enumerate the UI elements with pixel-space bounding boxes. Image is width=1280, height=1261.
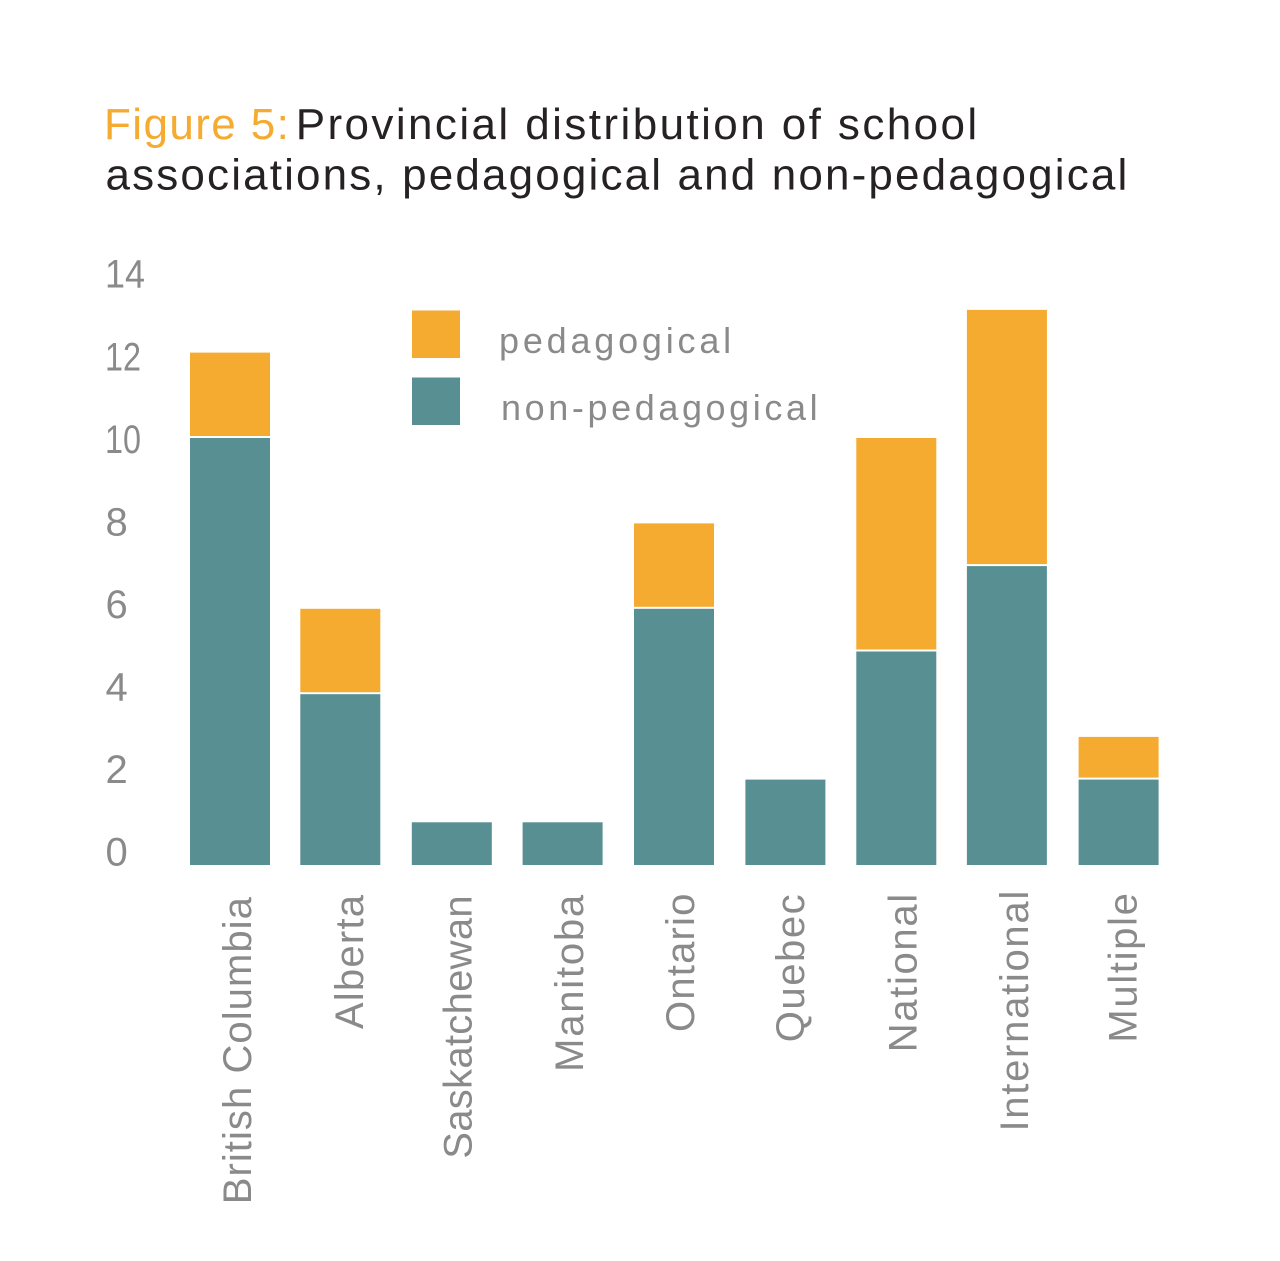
svg-text:non-pedagogical: non-pedagogical xyxy=(501,387,821,428)
svg-text:International: International xyxy=(993,889,1037,1132)
svg-text:associations, pedagogical and: associations, pedagogical and non-pedago… xyxy=(106,151,1130,200)
svg-text:British Columbia: British Columbia xyxy=(216,896,260,1204)
svg-text:Ontario: Ontario xyxy=(659,892,703,1032)
svg-text:Manitoba: Manitoba xyxy=(548,893,592,1072)
svg-text:2: 2 xyxy=(106,748,128,792)
svg-text:0: 0 xyxy=(106,831,128,875)
svg-text:Quebec: Quebec xyxy=(769,893,813,1042)
svg-text:10: 10 xyxy=(105,418,141,462)
svg-text:12: 12 xyxy=(105,335,141,379)
svg-text:Figure 5:: Figure 5: xyxy=(104,100,290,149)
svg-text:Saskatchewan: Saskatchewan xyxy=(437,895,481,1159)
svg-text:Multiple: Multiple xyxy=(1102,892,1146,1043)
svg-text:4: 4 xyxy=(106,666,128,710)
svg-text:pedagogical: pedagogical xyxy=(499,320,735,361)
svg-text:Alberta: Alberta xyxy=(328,894,372,1029)
svg-text:National: National xyxy=(882,892,926,1052)
svg-text:6: 6 xyxy=(106,583,128,627)
svg-text:Provincial distribution of sch: Provincial distribution of school xyxy=(296,100,980,149)
svg-text:8: 8 xyxy=(106,500,128,544)
svg-text:14: 14 xyxy=(105,253,145,297)
